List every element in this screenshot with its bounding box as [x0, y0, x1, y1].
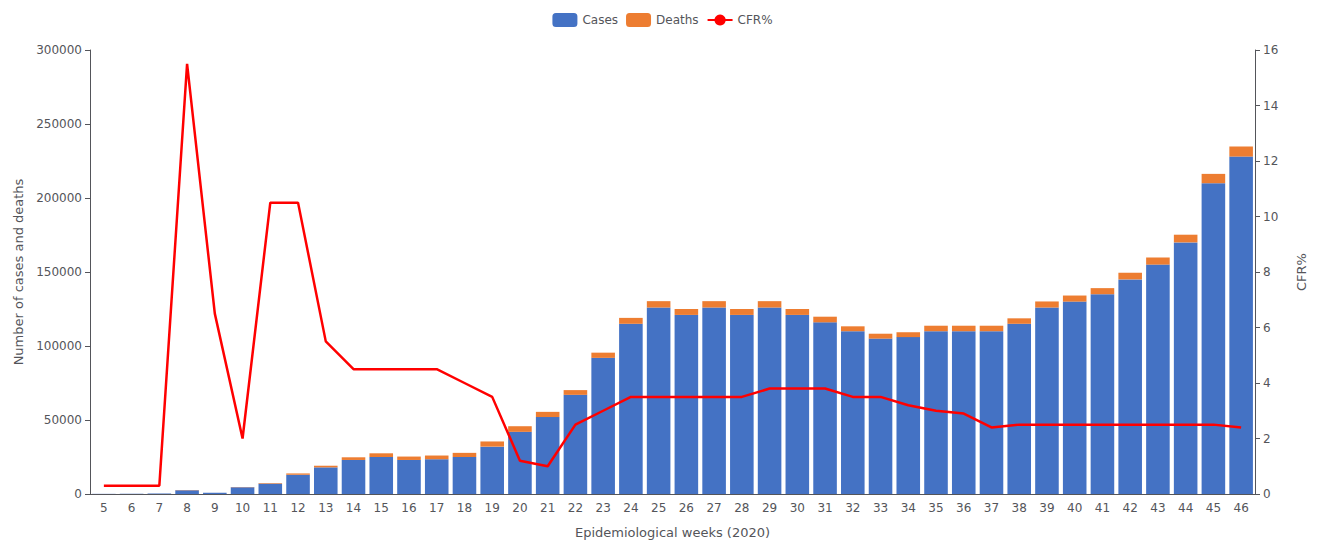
svg-text:31: 31: [817, 501, 832, 515]
svg-text:27: 27: [706, 501, 721, 515]
svg-text:37: 37: [984, 501, 999, 515]
svg-text:6: 6: [128, 501, 136, 515]
svg-text:45: 45: [1206, 501, 1221, 515]
svg-text:8: 8: [1263, 265, 1271, 279]
svg-text:26: 26: [679, 501, 694, 515]
svg-text:12: 12: [290, 501, 305, 515]
svg-text:33: 33: [873, 501, 888, 515]
svg-text:6: 6: [1263, 321, 1271, 335]
svg-text:Number of cases and deaths: Number of cases and deaths: [11, 178, 26, 365]
svg-text:42: 42: [1123, 501, 1138, 515]
svg-text:0: 0: [1263, 487, 1271, 501]
svg-text:CFR%: CFR%: [738, 13, 773, 27]
svg-text:10: 10: [235, 501, 250, 515]
svg-text:8: 8: [183, 501, 191, 515]
svg-text:39: 39: [1039, 501, 1054, 515]
svg-text:11: 11: [263, 501, 278, 515]
svg-text:38: 38: [1012, 501, 1027, 515]
svg-text:25: 25: [651, 501, 666, 515]
svg-text:Deaths: Deaths: [656, 13, 699, 27]
svg-text:34: 34: [901, 501, 916, 515]
svg-text:250000: 250000: [36, 117, 82, 131]
svg-text:36: 36: [956, 501, 971, 515]
svg-text:9: 9: [211, 501, 219, 515]
svg-text:12: 12: [1263, 154, 1278, 168]
svg-text:4: 4: [1263, 376, 1271, 390]
svg-text:32: 32: [845, 501, 860, 515]
svg-text:41: 41: [1095, 501, 1110, 515]
svg-text:15: 15: [374, 501, 389, 515]
svg-text:10: 10: [1263, 210, 1278, 224]
svg-text:23: 23: [596, 501, 611, 515]
svg-text:100000: 100000: [36, 339, 82, 353]
svg-text:13: 13: [318, 501, 333, 515]
svg-text:22: 22: [568, 501, 583, 515]
svg-text:300000: 300000: [36, 43, 82, 57]
svg-text:7: 7: [156, 501, 164, 515]
svg-text:16: 16: [401, 501, 416, 515]
svg-text:Cases: Cases: [582, 13, 618, 27]
svg-text:28: 28: [734, 501, 749, 515]
svg-text:2: 2: [1263, 432, 1271, 446]
svg-text:16: 16: [1263, 43, 1278, 57]
svg-text:24: 24: [623, 501, 638, 515]
svg-text:43: 43: [1150, 501, 1165, 515]
svg-text:40: 40: [1067, 501, 1082, 515]
svg-text:18: 18: [457, 501, 472, 515]
svg-text:5: 5: [100, 501, 108, 515]
svg-text:35: 35: [928, 501, 943, 515]
svg-text:50000: 50000: [44, 413, 82, 427]
svg-text:30: 30: [790, 501, 805, 515]
svg-text:14: 14: [346, 501, 361, 515]
svg-text:17: 17: [429, 501, 444, 515]
svg-text:20: 20: [512, 501, 527, 515]
svg-text:29: 29: [762, 501, 777, 515]
svg-text:46: 46: [1233, 501, 1248, 515]
svg-text:21: 21: [540, 501, 555, 515]
svg-text:44: 44: [1178, 501, 1193, 515]
svg-text:CFR%: CFR%: [1294, 253, 1309, 291]
svg-text:19: 19: [485, 501, 500, 515]
svg-text:0: 0: [74, 487, 82, 501]
svg-text:150000: 150000: [36, 265, 82, 279]
svg-text:200000: 200000: [36, 191, 82, 205]
svg-text:14: 14: [1263, 99, 1278, 113]
svg-text:Epidemiological weeks (2020): Epidemiological weeks (2020): [575, 525, 770, 540]
